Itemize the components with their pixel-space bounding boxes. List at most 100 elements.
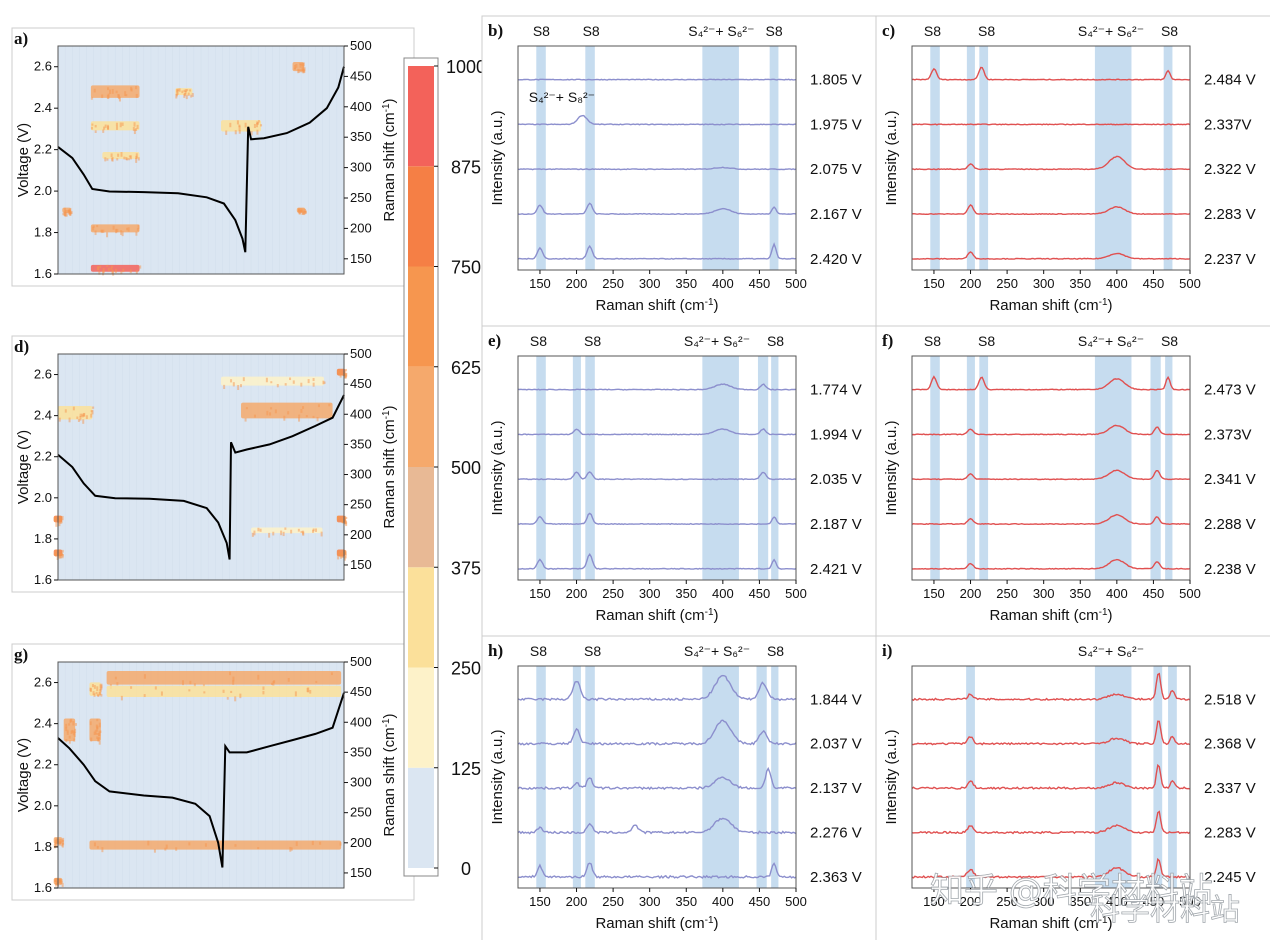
heatmap-speckle	[116, 682, 119, 686]
heatmap-speckle	[289, 377, 292, 381]
heatmap-speckle	[60, 880, 63, 884]
x-tick-label: 250	[602, 586, 624, 601]
heatmap-speckle	[65, 723, 68, 729]
heatmap-speckle	[330, 672, 333, 676]
peak-band	[585, 356, 595, 580]
raman-axis-title-part: -1	[381, 410, 392, 419]
heatmap-speckle	[108, 89, 111, 95]
trace-voltage-label: 2.518 V	[1204, 691, 1256, 708]
heatmap-speckle	[81, 413, 84, 417]
intensity-axis-title: Intensity (a.u.)	[883, 420, 900, 515]
heatmap-speckle	[96, 732, 99, 735]
spectrum-trace	[517, 512, 797, 526]
raman-shift-axis-title: Raman shift (cm-1)	[989, 607, 1112, 625]
heatmap-speckle	[93, 685, 96, 689]
colorbar-swatch	[408, 66, 434, 167]
voltage-tick-label: 2.4	[34, 100, 52, 115]
x-tick-label: 300	[639, 894, 661, 909]
heatmap-speckle	[203, 691, 206, 694]
peak-label-part: 8	[776, 643, 784, 659]
heatmap-speckle	[283, 415, 286, 421]
heatmap-speckle	[223, 384, 226, 390]
raman-tick-label: 250	[350, 497, 372, 512]
heatmap-speckle	[188, 689, 191, 692]
heatmap-speckle	[186, 89, 189, 92]
x-tick-label: 250	[996, 894, 1018, 909]
raman-shift-axis-title: Raman shift (cm-1)	[989, 915, 1112, 933]
voltage-tick-label: 2.6	[34, 367, 52, 382]
heatmap-speckle	[183, 89, 186, 92]
raman-axis-title-part: )	[381, 405, 398, 410]
peak-label: S8	[1161, 23, 1178, 39]
trace-voltage-label: 2.368 V	[1204, 736, 1256, 753]
raman-tick-label: 300	[350, 160, 372, 175]
raman-shift-axis-title-part: -1	[1099, 915, 1108, 926]
spectra-panel-3: 2.473 V 2.373V 2.341 V 2.288 V 2.238 V 150 200…	[875, 325, 1270, 641]
heatmap-intensity-region	[241, 402, 333, 419]
heatmap-speckle	[337, 370, 340, 374]
heatmap-speckle	[101, 94, 104, 99]
spectra-panel-2: 1.774 V 1.994 V 2.035 V 2.187 V 2.421 V 150 20…	[481, 325, 879, 641]
heatmap-speckle	[103, 126, 106, 130]
heatmap-speckle	[337, 555, 340, 560]
raman-tick-label: 250	[350, 190, 372, 205]
heatmap-speckle	[68, 723, 71, 726]
heatmap-speckle	[272, 681, 275, 686]
x-tick-label: 450	[1143, 894, 1165, 909]
heatmap-speckle	[96, 686, 99, 692]
raman-axis-title-part: -1	[381, 718, 392, 727]
raman-tick-label: 250	[350, 805, 372, 820]
heatmap-speckle	[79, 413, 82, 417]
heatmap-speckle	[99, 691, 102, 695]
heatmap-speckle	[339, 842, 342, 846]
heatmap-speckle	[295, 63, 298, 68]
heatmap-speckle	[315, 528, 318, 532]
peak-label-part: S	[765, 23, 774, 39]
spectrum-trace	[517, 242, 797, 260]
heatmap-speckle	[74, 728, 77, 733]
trace-voltage-label: 2.473 V	[1204, 382, 1256, 399]
watermark-text-right: 科学材料站	[1090, 893, 1240, 928]
heatmap-speckle	[102, 270, 105, 276]
heatmap-speckle	[66, 731, 69, 735]
heatmap-speckle	[245, 407, 248, 410]
raman-axis-title-part: )	[381, 98, 398, 103]
heatmap-speckle	[337, 551, 340, 555]
heatmap-speckle	[178, 88, 181, 92]
raman-axis-title-part: Raman shift (cm	[381, 419, 398, 528]
heatmap-speckle	[193, 683, 196, 688]
raman-tick-label: 350	[350, 129, 372, 144]
heatmap-speckle	[67, 209, 70, 214]
x-tick-label: 250	[996, 276, 1018, 291]
x-tick-label: 350	[675, 894, 697, 909]
spectra-panel-border	[481, 325, 879, 641]
heatmap-speckle	[95, 691, 98, 695]
heatmap-speckle	[65, 212, 68, 217]
peak-label: S8	[767, 333, 784, 349]
heatmap-speckle	[100, 230, 103, 234]
raman-shift-axis-title: Raman shift (cm-1)	[595, 915, 718, 933]
heatmap-speckle	[90, 126, 93, 130]
peak-label-part: 8	[933, 23, 941, 39]
peak-band	[572, 356, 581, 580]
peak-label-part: S	[978, 333, 987, 349]
heatmap-speckle	[322, 380, 325, 385]
peak-label-mid: S₄²⁻+ S₆²⁻	[1078, 23, 1144, 39]
heatmap-speckle	[338, 551, 341, 554]
heatmap-speckle	[59, 882, 62, 885]
trace-voltage-label: 2.037 V	[810, 736, 862, 753]
peak-label-part: 8	[933, 333, 941, 349]
heatmap-speckle	[125, 157, 128, 161]
voltage-tick-label: 2.0	[34, 490, 52, 505]
heatmap-speckle	[120, 271, 123, 274]
heatmap-speckle	[234, 130, 237, 135]
x-tick-label: 150	[923, 894, 945, 909]
x-tick-label: 200	[566, 894, 588, 909]
heatmap-speckle	[98, 722, 101, 728]
intensity-axis-title: Intensity (a.u.)	[489, 110, 506, 205]
heatmap-speckle	[133, 129, 136, 135]
colorbar-swatch	[408, 366, 434, 467]
heatmap-speckle	[307, 687, 310, 693]
raman-axis-title-part: -1	[381, 103, 392, 112]
peak-label-part: S	[767, 643, 776, 659]
